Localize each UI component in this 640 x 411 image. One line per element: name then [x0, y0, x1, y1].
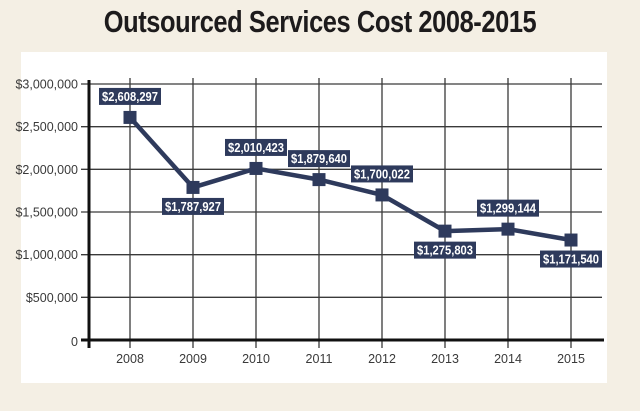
data-point-marker[interactable]: [501, 222, 515, 236]
x-tick-label: 2010: [242, 352, 270, 366]
data-label: $1,171,540: [543, 253, 599, 267]
data-label-background: [225, 138, 287, 156]
data-label-background: [99, 87, 161, 105]
chart-title: Outsourced Services Cost 2008-2015: [103, 4, 537, 39]
x-tick-label: 2015: [557, 352, 585, 366]
data-label: $1,879,640: [291, 152, 347, 166]
data-label-background: [351, 165, 413, 183]
data-point-marker[interactable]: [375, 188, 389, 202]
chart-panel: [21, 52, 607, 383]
x-tick-label: 2009: [179, 352, 207, 366]
data-label: $2,010,423: [228, 141, 284, 155]
data-label: $1,299,144: [480, 202, 536, 216]
data-label: $1,700,022: [354, 167, 410, 181]
data-point-marker[interactable]: [123, 110, 137, 124]
data-label: $1,787,927: [165, 200, 221, 214]
data-label-background: [540, 250, 602, 268]
x-tick-label: 2008: [116, 352, 144, 366]
x-tick-label: 2011: [306, 352, 333, 366]
x-tick-label: 2014: [494, 352, 522, 366]
series-line: [128, 115, 572, 243]
data-point-marker[interactable]: [564, 233, 578, 247]
data-label-background: [477, 199, 539, 217]
y-tick-label: $3,000,000: [15, 78, 78, 92]
y-tick-label: $1,500,000: [15, 206, 78, 220]
data-label-background: [162, 197, 224, 215]
data-point-marker[interactable]: [438, 224, 452, 238]
data-label-background: [288, 150, 350, 168]
data-label: $1,275,803: [417, 244, 473, 258]
data-label: $2,608,297: [102, 90, 158, 104]
y-tick-label: $2,500,000: [15, 120, 78, 134]
x-tick-label: 2013: [431, 352, 459, 366]
data-point-marker[interactable]: [186, 180, 200, 194]
y-tick-label: $1,000,000: [15, 248, 78, 262]
y-tick-label: $2,000,000: [15, 163, 78, 177]
data-label-background: [414, 241, 476, 259]
y-tick-label: $500,000: [26, 291, 78, 305]
data-point-marker[interactable]: [312, 173, 326, 187]
y-tick-label: 0: [71, 335, 78, 349]
x-tick-label: 2012: [368, 352, 396, 366]
data-point-marker[interactable]: [249, 161, 263, 175]
